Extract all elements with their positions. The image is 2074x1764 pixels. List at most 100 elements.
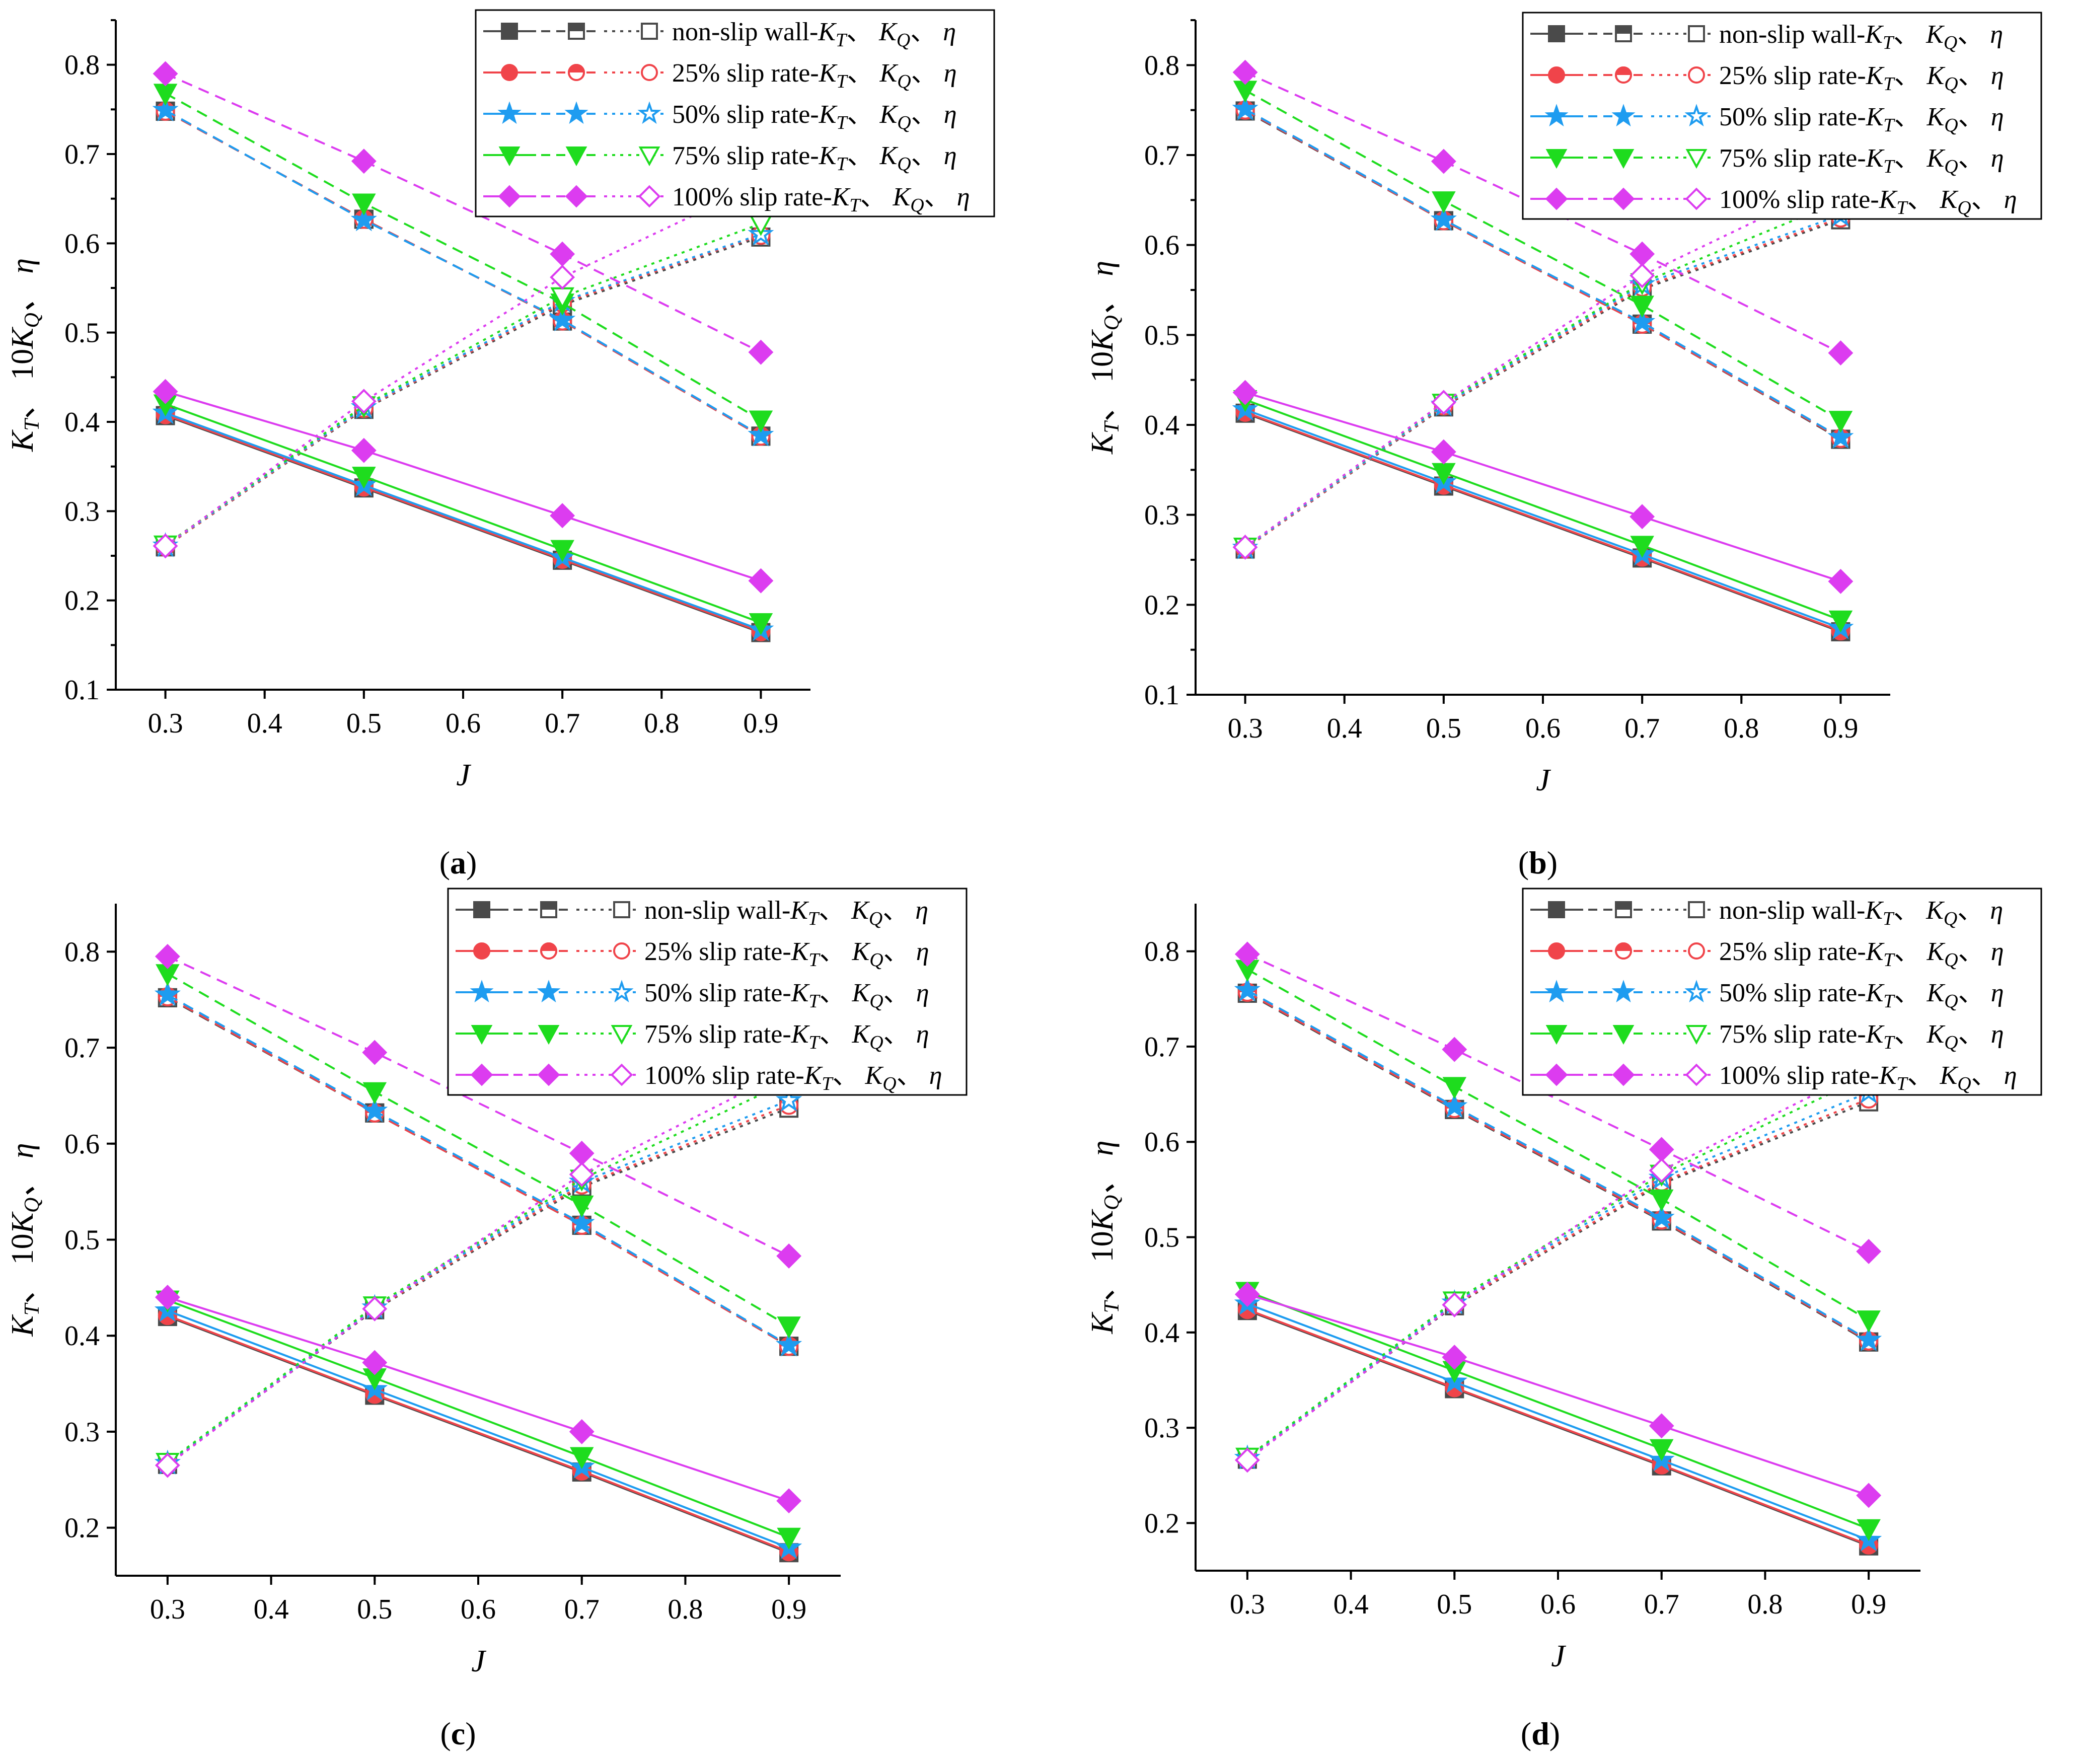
panel-b: 0.3 0.4 0.5 0.6 0.7 0.8 0.9 0.1 0.2 0.3 0.4 0.5 0.6 0… xyxy=(1085,12,2042,880)
y-tick-label: 0.2 xyxy=(64,1513,100,1544)
series-slip100-10KQ-point xyxy=(569,1140,595,1166)
series-slip100-eta-point xyxy=(351,389,377,414)
series-non_slip-KT-line xyxy=(1247,1309,1869,1547)
x-tick-label: 0.7 xyxy=(545,708,580,739)
legend-marker-kq-half xyxy=(541,910,556,917)
y-axis-title: KT、 10KQ、 η xyxy=(6,1143,44,1337)
legend-marker-eta xyxy=(638,146,660,167)
x-tick-label: 0.4 xyxy=(254,1594,289,1625)
x-tick-label: 0.4 xyxy=(1327,713,1362,744)
x-tick-label: 0.6 xyxy=(1540,1589,1576,1620)
series-slip75-10KQ-point xyxy=(1857,1310,1881,1333)
series-slip75-KT-line xyxy=(1247,1290,1869,1530)
legend-marker-kt xyxy=(1548,942,1565,960)
series-slip100-10KQ-point xyxy=(155,943,180,969)
legend-marker-kt xyxy=(471,1025,493,1045)
legend-marker-kq-half xyxy=(1616,910,1631,917)
x-tick-label: 0.6 xyxy=(1525,713,1561,744)
series-slip100-KT-point xyxy=(1649,1413,1674,1439)
x-tick-label: 0.3 xyxy=(1228,713,1263,744)
legend-marker-kt xyxy=(470,980,494,1003)
series-slip100-eta-point xyxy=(1431,390,1456,415)
x-tick-label: 0.8 xyxy=(644,708,679,739)
x-tick-label: 0.3 xyxy=(1230,1589,1265,1620)
panel-label: (b) xyxy=(1518,845,1558,880)
legend-label: non-slip wall-KT、 KQ、 η xyxy=(1719,896,2003,929)
series-slip100-KT-point xyxy=(748,568,774,594)
legend-marker-eta xyxy=(1685,149,1708,169)
legend-label: 100% slip rate-KT、 KQ、 η xyxy=(1719,185,2017,218)
legend-marker-kq xyxy=(538,1025,560,1045)
y-tick-label: 0.8 xyxy=(1144,50,1179,81)
legend-label: non-slip wall-KT、 KQ、 η xyxy=(644,896,928,929)
series-slip25-10KQ-line xyxy=(167,996,790,1347)
series-slip100-eta-point xyxy=(155,1452,180,1478)
legend-marker-kt xyxy=(1548,25,1565,42)
legend-marker-kq xyxy=(1612,149,1635,169)
series-slip75-10KQ-point xyxy=(569,1195,594,1218)
series-slip100-10KQ-point xyxy=(362,1040,388,1065)
legend-marker-kt xyxy=(1545,187,1568,210)
legend-marker-eta xyxy=(611,1025,633,1045)
legend-marker-kq-outline xyxy=(540,942,557,960)
legend-marker-eta xyxy=(637,101,661,124)
series-slip50-KT-line xyxy=(165,412,762,631)
legend-marker-kq-outline xyxy=(568,64,585,81)
legend-marker-kq xyxy=(1612,1063,1635,1086)
series-slip100-eta-point xyxy=(1629,263,1655,288)
y-tick-label: 0.6 xyxy=(64,228,100,259)
y-tick-label: 0.5 xyxy=(1144,320,1179,351)
series-slip75-10KQ-point xyxy=(1649,1189,1674,1212)
legend-label: 50% slip rate-KT、 KQ、 η xyxy=(1719,979,2004,1012)
series-slip75-10KQ-point xyxy=(749,410,773,433)
legend-marker-eta xyxy=(613,901,630,918)
y-axis-title: KT、 10KQ、 η xyxy=(1085,261,1124,455)
x-tick-label: 0.7 xyxy=(1644,1589,1679,1620)
series-slip25-eta-line xyxy=(165,234,762,548)
legend-marker-kq-half xyxy=(569,31,584,39)
x-tick-label: 0.5 xyxy=(1437,1589,1472,1620)
series-slip75-10KQ-point xyxy=(1828,411,1853,433)
y-tick-label: 0.6 xyxy=(1144,230,1179,261)
legend-marker-kq xyxy=(1611,104,1636,127)
series-slip100-eta-point xyxy=(1649,1158,1674,1183)
legend-label: 100% slip rate-KT、 KQ、 η xyxy=(672,183,970,216)
legend-marker-kt xyxy=(1548,901,1565,918)
series-non_slip-eta-line xyxy=(165,236,762,548)
series-slip100-10KQ-point xyxy=(1232,59,1258,85)
legend-marker-eta xyxy=(610,1063,633,1086)
legend-label: 50% slip rate-KT、 KQ、 η xyxy=(644,979,929,1012)
legend-label: 50% slip rate-KT、 KQ、 η xyxy=(672,100,956,133)
series-slip75-10KQ-line xyxy=(1246,968,1870,1321)
legend-marker-eta xyxy=(1685,1025,1708,1045)
panel-d: 0.3 0.4 0.5 0.6 0.7 0.8 0.9 0.2 0.3 0.4 0.5 0.6 0.7 0… xyxy=(1085,888,2042,1751)
series-slip100-eta-point xyxy=(1234,1447,1260,1473)
panel-label: (c) xyxy=(440,1716,476,1751)
legend: non-slip wall-KT、 KQ、 η 25% slip rate-KT、… xyxy=(475,9,995,217)
legend-marker-eta xyxy=(641,23,658,40)
series-slip50-10KQ-point xyxy=(748,421,774,447)
series-slip75-10KQ-point xyxy=(153,84,178,106)
series-slip25-KT-line xyxy=(1247,1308,1869,1546)
x-tick-label: 0.9 xyxy=(771,1594,806,1625)
x-tick-label: 0.9 xyxy=(1823,713,1858,744)
series-slip100-KT-point xyxy=(1234,1282,1260,1307)
series-slip100-10KQ-point xyxy=(1828,340,1854,365)
x-tick-label: 0.6 xyxy=(461,1594,496,1625)
series-slip100-KT-point xyxy=(550,503,575,529)
legend-marker-eta xyxy=(1684,104,1709,127)
series-non_slip-eta-line xyxy=(167,1107,789,1465)
y-tick-label: 0.4 xyxy=(64,407,100,438)
series-slip100-eta-point xyxy=(362,1296,388,1321)
legend-marker-kq-half xyxy=(1616,34,1631,41)
legend-marker-kt xyxy=(1544,104,1569,127)
legend-marker-kt xyxy=(470,1063,493,1086)
y-tick-label: 0.1 xyxy=(64,675,100,706)
legend-marker-kq xyxy=(1612,187,1635,210)
series-slip75-10KQ-point xyxy=(777,1316,801,1339)
series-slip75-10KQ-point xyxy=(362,1082,387,1105)
y-tick-label: 0.4 xyxy=(1144,410,1179,441)
legend-marker-kt xyxy=(473,942,490,960)
panel-a: 0.3 0.4 0.5 0.6 0.7 0.8 0.9 0.1 0.2 0.3 0.4 0.5 0.6 0… xyxy=(6,9,995,880)
series-slip50-10KQ-line xyxy=(1244,108,1841,438)
